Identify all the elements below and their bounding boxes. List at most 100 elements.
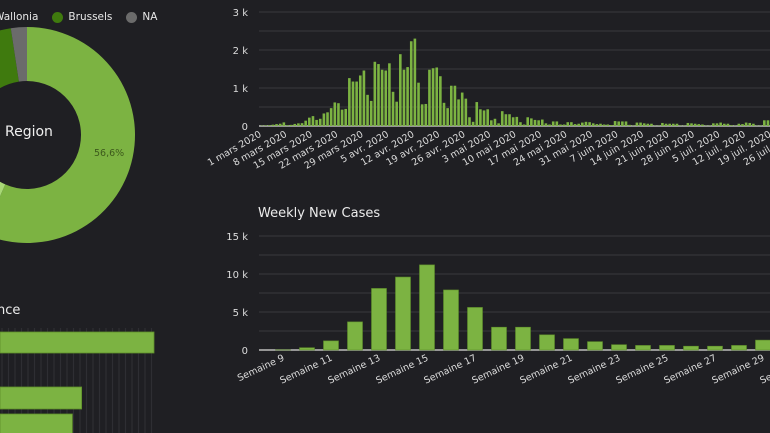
daily-bar <box>602 124 606 126</box>
weekly-bar <box>755 339 770 351</box>
daily-bar <box>752 123 755 126</box>
legend-item-brussels[interactable]: Brussels <box>52 11 112 23</box>
daily-bar <box>453 85 457 126</box>
daily-bar <box>409 41 413 127</box>
weekly-bar <box>419 264 435 351</box>
daily-bar <box>475 102 479 126</box>
daily-bar <box>264 125 267 126</box>
weekly-bar <box>467 307 483 351</box>
daily-bar <box>479 109 482 126</box>
region-donut-chart <box>0 27 135 243</box>
daily-bar <box>289 124 293 126</box>
daily-bar <box>384 70 388 126</box>
weekly-bar <box>587 341 603 351</box>
weekly-bar <box>563 338 579 351</box>
weekly-bar <box>611 344 627 351</box>
weekly-bar <box>491 326 507 351</box>
daily-bar <box>588 122 591 126</box>
daily-bar <box>748 122 752 126</box>
daily-bar <box>668 123 671 126</box>
weekly-bar <box>443 289 459 351</box>
daily-bar <box>304 120 307 126</box>
daily-bar <box>599 123 602 126</box>
daily-bar <box>457 99 460 126</box>
daily-bar <box>406 67 409 126</box>
daily-bar <box>340 109 344 126</box>
daily-bar <box>690 123 693 126</box>
daily-bar <box>519 122 522 126</box>
daily-bar <box>329 108 333 126</box>
daily-bar <box>267 125 271 126</box>
daily-bar <box>551 121 555 126</box>
daily-bar <box>369 100 373 126</box>
daily-bar <box>697 124 701 126</box>
y-tick-label: 2 k <box>233 46 249 57</box>
daily-bar <box>293 123 297 126</box>
weekly-bar <box>395 276 411 351</box>
donut-center-label: Region <box>5 124 53 140</box>
daily-bar <box>672 123 675 126</box>
daily-bar <box>428 69 431 126</box>
daily-bar <box>464 98 468 126</box>
daily-bar <box>624 121 628 126</box>
weekly-chart-title: Weekly New Cases <box>258 206 381 221</box>
daily-bar <box>715 123 719 126</box>
daily-bar <box>646 123 650 126</box>
x-tick-label: Semaine 25 <box>614 353 670 387</box>
daily-bar <box>348 78 351 126</box>
daily-bar <box>468 117 471 126</box>
daily-bar <box>661 122 664 126</box>
horizontal-bar <box>0 386 83 410</box>
daily-bar <box>449 85 453 126</box>
weekly-bar <box>635 345 651 351</box>
daily-bar <box>282 122 286 126</box>
horizontal-bar <box>0 413 73 433</box>
daily-bar <box>435 67 439 126</box>
legend-item-wallonia[interactable]: Wallonia <box>0 11 38 23</box>
daily-bar <box>300 123 304 126</box>
daily-bar <box>766 120 770 126</box>
daily-bar <box>271 124 275 126</box>
daily-bar <box>537 120 540 126</box>
legend-label: NA <box>142 11 158 23</box>
daily-bar <box>278 123 282 126</box>
daily-bar <box>358 75 362 126</box>
daily-bar <box>559 124 562 126</box>
donut-slice-na <box>10 27 27 82</box>
daily-bar <box>333 102 337 126</box>
daily-bar <box>493 118 497 126</box>
weekly-bar <box>659 345 675 351</box>
daily-bar <box>511 117 515 126</box>
x-tick-label: Semaine 29 <box>710 353 766 387</box>
x-tick-label: Semaine 31 <box>758 353 770 387</box>
daily-bar <box>544 123 548 126</box>
daily-bar <box>540 119 544 126</box>
daily-bar <box>395 101 398 126</box>
daily-bar <box>420 104 424 126</box>
x-tick-label: Semaine 9 <box>236 353 286 384</box>
weekly-bar <box>515 326 531 351</box>
daily-bar <box>275 124 278 126</box>
daily-bar <box>366 94 369 126</box>
legend-item-na[interactable]: NA <box>126 11 157 23</box>
daily-bar <box>577 123 580 126</box>
daily-bar <box>763 120 766 126</box>
daily-bar <box>362 70 366 126</box>
daily-bar <box>639 122 642 126</box>
daily-bar <box>730 125 733 126</box>
y-tick-label: 10 k <box>226 270 248 281</box>
daily-bar <box>642 123 646 126</box>
daily-bar <box>573 124 577 126</box>
daily-bar <box>355 81 358 126</box>
daily-bar <box>526 117 530 126</box>
daily-bar <box>380 69 384 126</box>
daily-bar <box>617 121 621 126</box>
daily-bar <box>424 103 428 126</box>
daily-bar <box>555 121 559 126</box>
x-tick-label: Semaine 15 <box>374 353 430 387</box>
daily-bar <box>391 91 395 126</box>
daily-bar <box>460 92 464 126</box>
y-tick-label: 0 <box>242 346 248 357</box>
daily-bar <box>322 113 326 126</box>
